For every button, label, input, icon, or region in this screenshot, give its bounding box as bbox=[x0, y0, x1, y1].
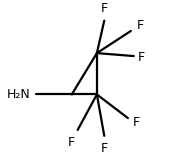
Text: F: F bbox=[68, 136, 75, 149]
Text: F: F bbox=[137, 19, 144, 32]
Text: F: F bbox=[101, 2, 108, 15]
Text: F: F bbox=[101, 142, 108, 155]
Text: H₂N: H₂N bbox=[7, 88, 30, 101]
Text: F: F bbox=[138, 51, 145, 64]
Text: F: F bbox=[132, 116, 139, 129]
